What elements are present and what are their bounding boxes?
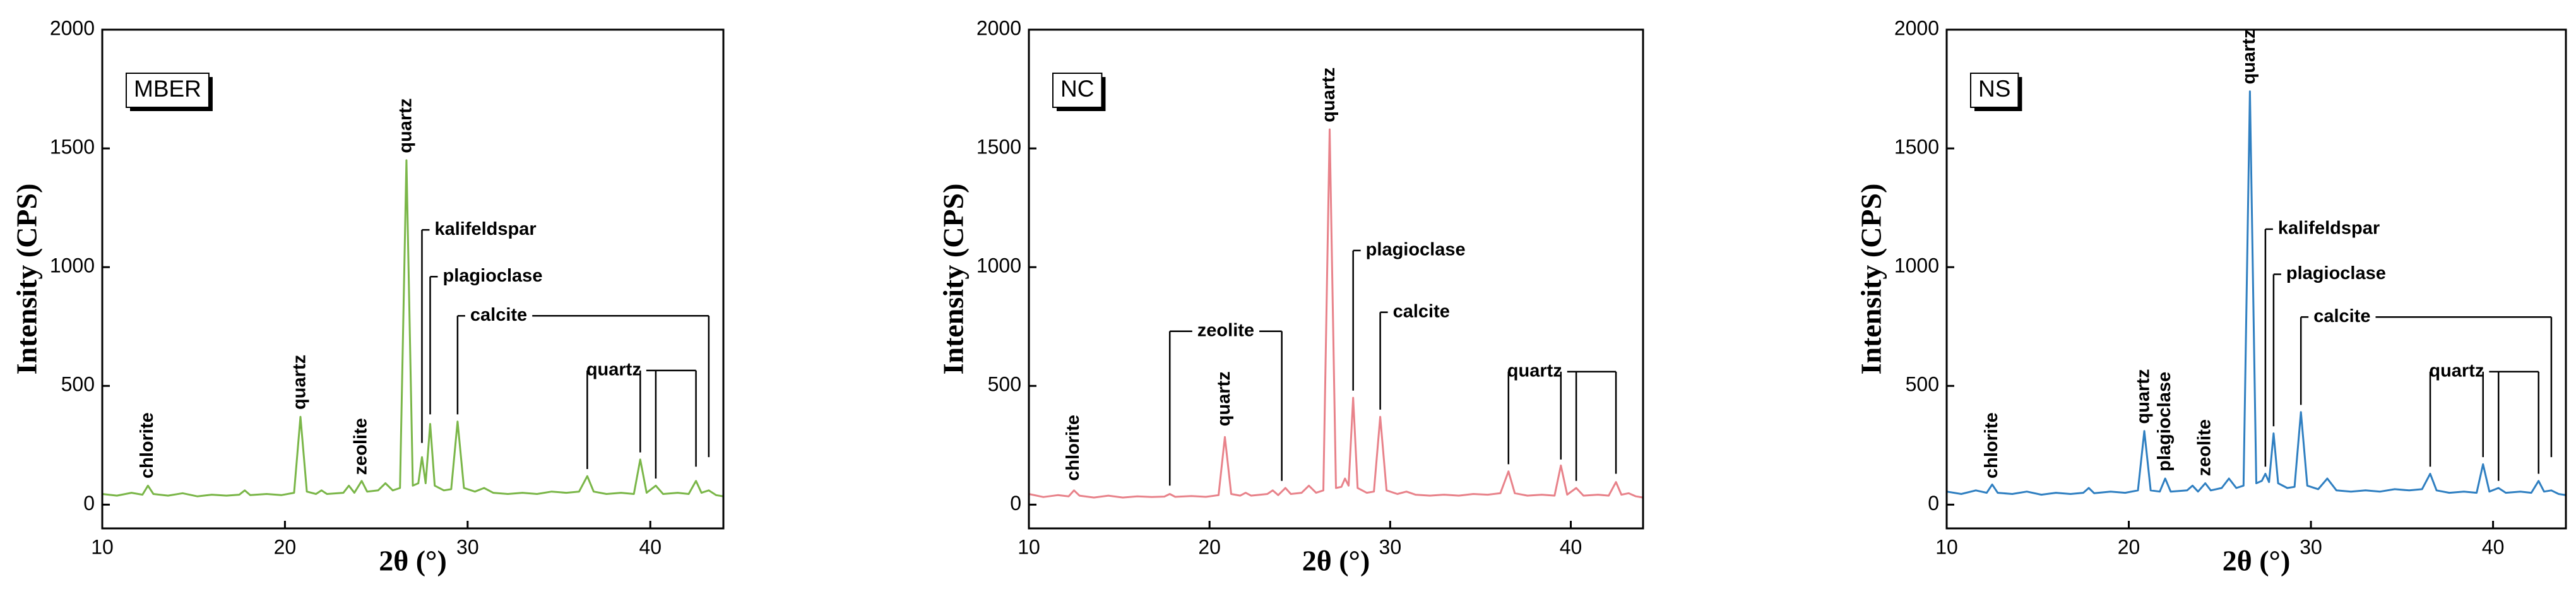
x-tick-label: 40 (1560, 535, 1582, 558)
peak-label: zeolite (2194, 419, 2214, 476)
peak-label: plagioclase (2286, 263, 2386, 283)
x-tick-label: 10 (91, 535, 114, 558)
x-tick-label: 20 (274, 535, 297, 558)
peak-label: quartz (290, 355, 310, 410)
y-axis-title: Intensity (CPS) (1855, 184, 1887, 375)
peak-label: quartz (2239, 30, 2259, 85)
y-tick-label: 1000 (1894, 254, 1939, 277)
peak-label: quartz (1507, 360, 1562, 381)
y-tick-label: 2000 (976, 16, 1021, 39)
y-axis-title: Intensity (CPS) (11, 184, 43, 375)
sample-name: MBER (134, 76, 201, 102)
peak-label: chlorite (137, 412, 157, 479)
label-box (126, 73, 210, 108)
sample-name: NS (1978, 76, 2010, 102)
peak-label: plagioclase (442, 266, 542, 286)
y-tick-label: 0 (1010, 492, 1021, 515)
y-tick-label: 500 (61, 373, 95, 396)
peak-label: quartz (396, 98, 416, 153)
label-box (1970, 73, 2019, 108)
x-axis-title: 2θ (°) (2223, 545, 2291, 577)
plot-frame (1945, 28, 2567, 530)
xrd-line (102, 159, 724, 497)
x-tick-label: 20 (2118, 535, 2140, 558)
peak-label: kalifeldspar (2278, 218, 2380, 239)
x-tick-label: 10 (1018, 535, 1040, 558)
x-tick-label: 20 (1198, 535, 1221, 558)
x-tick-label: 10 (1935, 535, 1958, 558)
y-tick-label: 2000 (1894, 16, 1939, 39)
x-tick-label: 30 (1379, 535, 1402, 558)
y-tick-label: 1000 (50, 254, 95, 277)
peak-label: chlorite (1063, 415, 1083, 481)
y-tick-label: 1500 (50, 136, 95, 158)
peak-label: zeolite (1197, 320, 1254, 340)
y-tick-label: 1500 (976, 136, 1021, 158)
sample-label: NS (1970, 73, 2022, 111)
peak-label: plagioclase (1366, 240, 1466, 260)
peak-label: chlorite (1981, 412, 2002, 479)
sample-label: MBER (126, 73, 213, 111)
y-tick-label: 2000 (50, 16, 95, 39)
y-tick-label: 500 (988, 373, 1021, 396)
label-box (1052, 73, 1103, 108)
peak-label: zeolite (351, 418, 371, 475)
peak-label: kalifeldspar (434, 219, 536, 239)
peak-label: calcite (470, 305, 527, 325)
peak-label: calcite (2313, 306, 2370, 326)
y-axis-title: Intensity (CPS) (937, 184, 970, 375)
x-tick-label: 30 (456, 535, 479, 558)
xrd-line (1946, 90, 2567, 496)
peak-label: quartz (2134, 369, 2154, 424)
y-tick-label: 0 (1928, 492, 1939, 515)
peak-label: plagioclase (2154, 372, 2175, 472)
peak-label: calcite (1393, 301, 1450, 321)
x-axis-title: 2θ (°) (379, 545, 447, 577)
peak-label: quartz (586, 359, 641, 379)
y-tick-label: 1500 (1894, 136, 1939, 158)
peak-label: quartz (2429, 360, 2484, 381)
y-tick-label: 0 (83, 492, 95, 515)
xrd-line (1028, 128, 1644, 499)
x-tick-label: 40 (639, 535, 662, 558)
x-axis-title: 2θ (°) (1302, 545, 1370, 577)
sample-label: NC (1052, 73, 1106, 111)
plot-frame (1028, 28, 1644, 530)
x-tick-label: 30 (2300, 535, 2322, 558)
peak-label: quartz (1319, 68, 1339, 122)
y-tick-label: 1000 (976, 254, 1021, 277)
peak-label: quartz (1214, 371, 1234, 426)
y-tick-label: 500 (1906, 373, 1939, 396)
x-tick-label: 40 (2482, 535, 2505, 558)
plot-frame (101, 28, 725, 530)
sample-name: NC (1060, 76, 1094, 102)
